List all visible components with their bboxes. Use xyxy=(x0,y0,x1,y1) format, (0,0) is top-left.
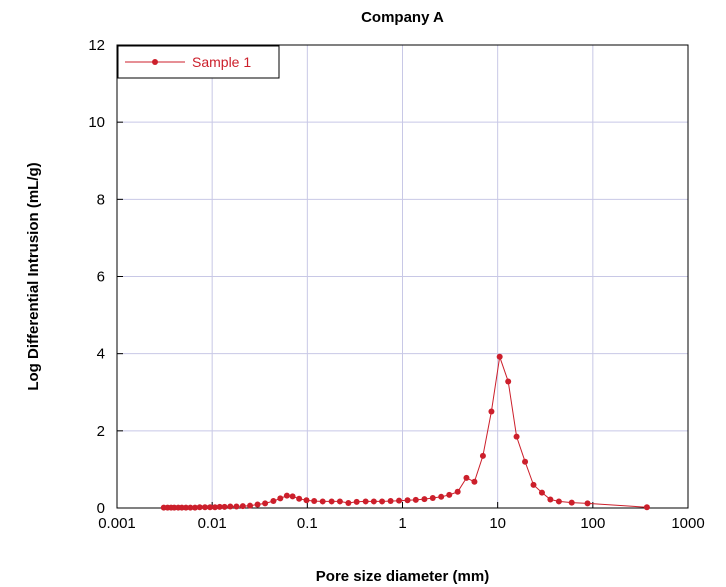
data-point xyxy=(211,504,218,511)
data-point xyxy=(196,504,203,511)
x-tick-label: 1000 xyxy=(671,515,704,532)
data-point xyxy=(421,496,428,503)
x-axis-label: Pore size diameter (mm) xyxy=(316,568,489,585)
series-layer xyxy=(160,353,650,511)
data-point xyxy=(505,378,512,385)
data-point xyxy=(207,504,214,511)
data-point xyxy=(270,498,277,505)
axis-ticks: 0.001 0.01 0.1 1 10 100 1000 0 2 4 6 8 10 12 xyxy=(88,37,704,532)
data-point xyxy=(319,498,326,505)
data-point xyxy=(643,504,650,511)
data-point xyxy=(429,494,436,501)
data-point xyxy=(262,500,269,507)
data-point xyxy=(471,478,478,485)
data-point xyxy=(227,503,234,510)
data-point xyxy=(303,497,310,504)
x-tick-label: 100 xyxy=(580,515,605,532)
data-point xyxy=(254,501,261,508)
data-point xyxy=(404,497,411,504)
y-tick-label: 0 xyxy=(97,500,105,517)
data-point xyxy=(221,503,228,510)
y-axis-label: Log Differential Intrusion (mL/g) xyxy=(25,162,42,390)
data-point xyxy=(283,492,290,499)
grid xyxy=(116,44,689,509)
data-point xyxy=(555,498,562,505)
data-point xyxy=(345,499,352,506)
x-tick-label: 1 xyxy=(398,515,406,532)
data-point xyxy=(496,353,503,360)
data-point xyxy=(584,500,591,507)
data-point xyxy=(362,498,369,505)
x-tick-label: 0.1 xyxy=(297,515,318,532)
data-point xyxy=(239,503,246,510)
data-point xyxy=(454,488,461,495)
y-tick-label: 6 xyxy=(97,269,105,286)
data-point xyxy=(479,452,486,459)
data-point xyxy=(182,504,189,511)
legend: Sample 1 xyxy=(117,45,280,79)
legend-marker xyxy=(152,59,158,65)
data-point xyxy=(438,493,445,500)
y-tick-label: 10 xyxy=(88,114,105,131)
data-point xyxy=(538,489,545,496)
data-point xyxy=(568,499,575,506)
x-tick-label: 0.001 xyxy=(98,515,136,532)
data-point xyxy=(191,504,198,511)
data-point xyxy=(296,495,303,502)
data-point xyxy=(336,498,343,505)
data-point xyxy=(412,496,419,503)
data-point xyxy=(216,503,223,510)
data-point xyxy=(522,458,529,465)
data-point xyxy=(513,433,520,440)
y-tick-label: 2 xyxy=(97,423,105,440)
data-point xyxy=(187,504,194,511)
data-point xyxy=(396,497,403,504)
chart-title: Company A xyxy=(361,9,444,26)
data-point xyxy=(353,498,360,505)
data-point xyxy=(311,498,318,505)
data-point xyxy=(379,498,386,505)
y-tick-label: 8 xyxy=(97,191,105,208)
data-point xyxy=(201,504,208,511)
series-line xyxy=(163,356,647,509)
x-tick-label: 0.01 xyxy=(198,515,227,532)
legend-label: Sample 1 xyxy=(192,54,251,70)
data-point xyxy=(463,474,470,481)
data-point xyxy=(289,493,296,500)
x-tick-label: 10 xyxy=(489,515,506,532)
data-point xyxy=(488,408,495,415)
data-point xyxy=(277,495,284,502)
data-point xyxy=(446,491,453,498)
data-point xyxy=(233,503,240,510)
y-tick-label: 12 xyxy=(88,37,105,54)
y-tick-label: 4 xyxy=(97,346,105,363)
data-point xyxy=(547,496,554,503)
data-point xyxy=(530,481,537,488)
data-point xyxy=(328,498,335,505)
data-point xyxy=(247,502,254,509)
data-point xyxy=(387,498,394,505)
data-point xyxy=(370,498,377,505)
